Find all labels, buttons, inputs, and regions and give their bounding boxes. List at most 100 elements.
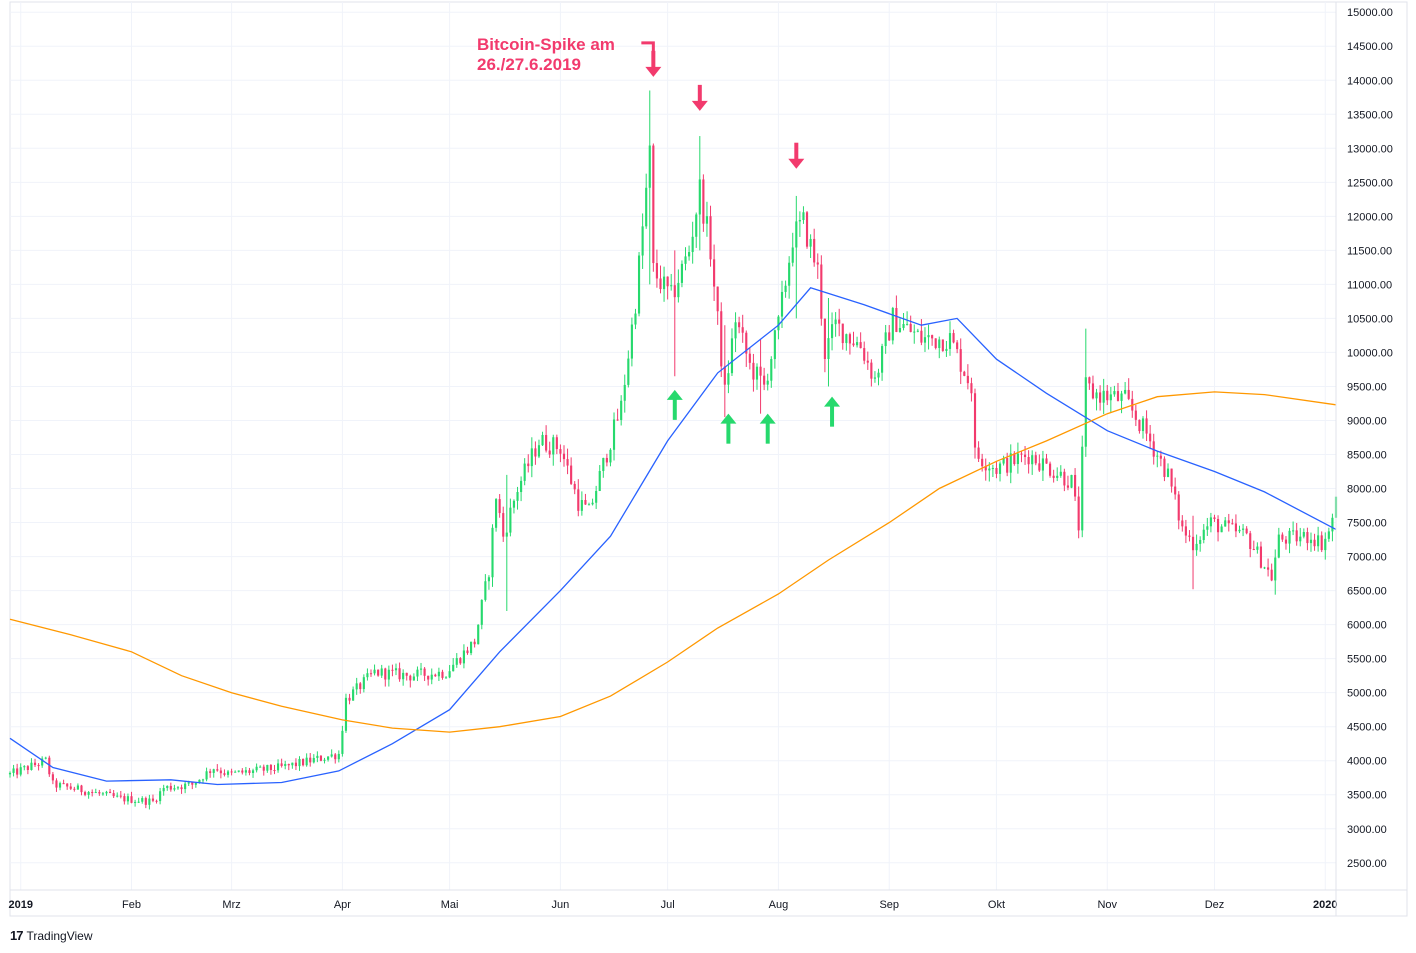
candle (444, 676, 448, 679)
candle (688, 245, 691, 261)
candle (1149, 425, 1152, 450)
candle (798, 211, 801, 237)
x-tick-label: 2020 (1313, 899, 1337, 911)
candle (998, 461, 1002, 482)
candle (51, 771, 54, 785)
candle (280, 758, 283, 768)
y-tick-label: 9500.00 (1347, 381, 1387, 393)
candle (680, 260, 684, 288)
candle (763, 367, 766, 391)
candle (284, 760, 287, 770)
candle (455, 653, 458, 668)
candle (341, 725, 344, 757)
candle (423, 667, 426, 681)
candle (1231, 518, 1234, 525)
candle (62, 779, 65, 785)
candle (956, 340, 959, 354)
ma-orange-line (9, 391, 1337, 733)
candle (169, 782, 172, 792)
candle (1020, 450, 1023, 463)
ma-blue-line (9, 287, 1337, 786)
candle (251, 768, 255, 778)
candle (1206, 517, 1209, 536)
candle (662, 266, 666, 302)
candle (216, 764, 219, 772)
candle (58, 781, 62, 791)
candle (623, 374, 626, 413)
candle (87, 790, 90, 799)
candle (934, 338, 937, 350)
candle (491, 524, 494, 587)
candle (380, 664, 383, 678)
candle (66, 783, 69, 790)
candle (577, 479, 580, 517)
candle (566, 448, 569, 475)
candle (1267, 558, 1270, 577)
candle (1302, 528, 1305, 539)
candle (562, 445, 566, 467)
candle (1045, 453, 1048, 464)
candle (920, 319, 923, 346)
candle (480, 599, 483, 630)
candle (534, 441, 537, 465)
candle (1081, 435, 1084, 538)
y-tick-label: 15000.00 (1347, 7, 1393, 19)
candle (294, 758, 298, 771)
candle (230, 768, 233, 776)
candle (605, 453, 608, 467)
candle (802, 206, 805, 224)
candle (180, 784, 183, 794)
y-tick-label: 5000.00 (1347, 688, 1387, 700)
candle (1209, 512, 1212, 533)
candle (888, 325, 891, 341)
candle (309, 753, 312, 767)
candle (462, 644, 465, 669)
candle (405, 672, 408, 681)
candle (344, 693, 348, 733)
x-tick-label: Feb (122, 899, 141, 911)
candle (26, 765, 29, 775)
y-tick-label: 2500.00 (1347, 858, 1387, 870)
candle (1238, 525, 1241, 534)
candle (891, 306, 894, 345)
candle (1284, 536, 1288, 550)
candle (98, 789, 101, 796)
candle (720, 302, 723, 378)
candle (1263, 566, 1266, 570)
candle (1292, 521, 1295, 536)
candle (641, 213, 644, 269)
x-tick-label: Apr (334, 899, 351, 911)
candle (634, 308, 637, 330)
candle (845, 333, 848, 351)
candle (316, 751, 319, 763)
candle (1174, 477, 1177, 500)
candle (1048, 461, 1052, 478)
candle (1242, 524, 1245, 537)
candle (984, 458, 987, 481)
candle (537, 439, 541, 459)
candle (709, 205, 712, 267)
candle (655, 249, 658, 288)
candle (745, 330, 748, 367)
candle (130, 791, 133, 804)
y-tick-label: 7000.00 (1347, 552, 1387, 564)
x-tick-label: Sep (879, 899, 899, 911)
candle (184, 781, 187, 794)
candle (23, 765, 26, 771)
candle (502, 506, 505, 542)
candle (512, 499, 516, 514)
candle (1027, 450, 1030, 474)
candle (1116, 382, 1120, 402)
tradingview-brand: 17 TradingView (10, 928, 93, 943)
candle (1274, 549, 1277, 595)
candle (1324, 532, 1327, 560)
candle (691, 221, 694, 264)
candle (1327, 527, 1330, 542)
candle (194, 783, 197, 788)
candle (323, 757, 326, 764)
candle (219, 767, 222, 779)
candle (1059, 465, 1062, 478)
candle (298, 756, 301, 771)
x-tick-label: Okt (988, 899, 1005, 911)
candle (727, 360, 730, 394)
